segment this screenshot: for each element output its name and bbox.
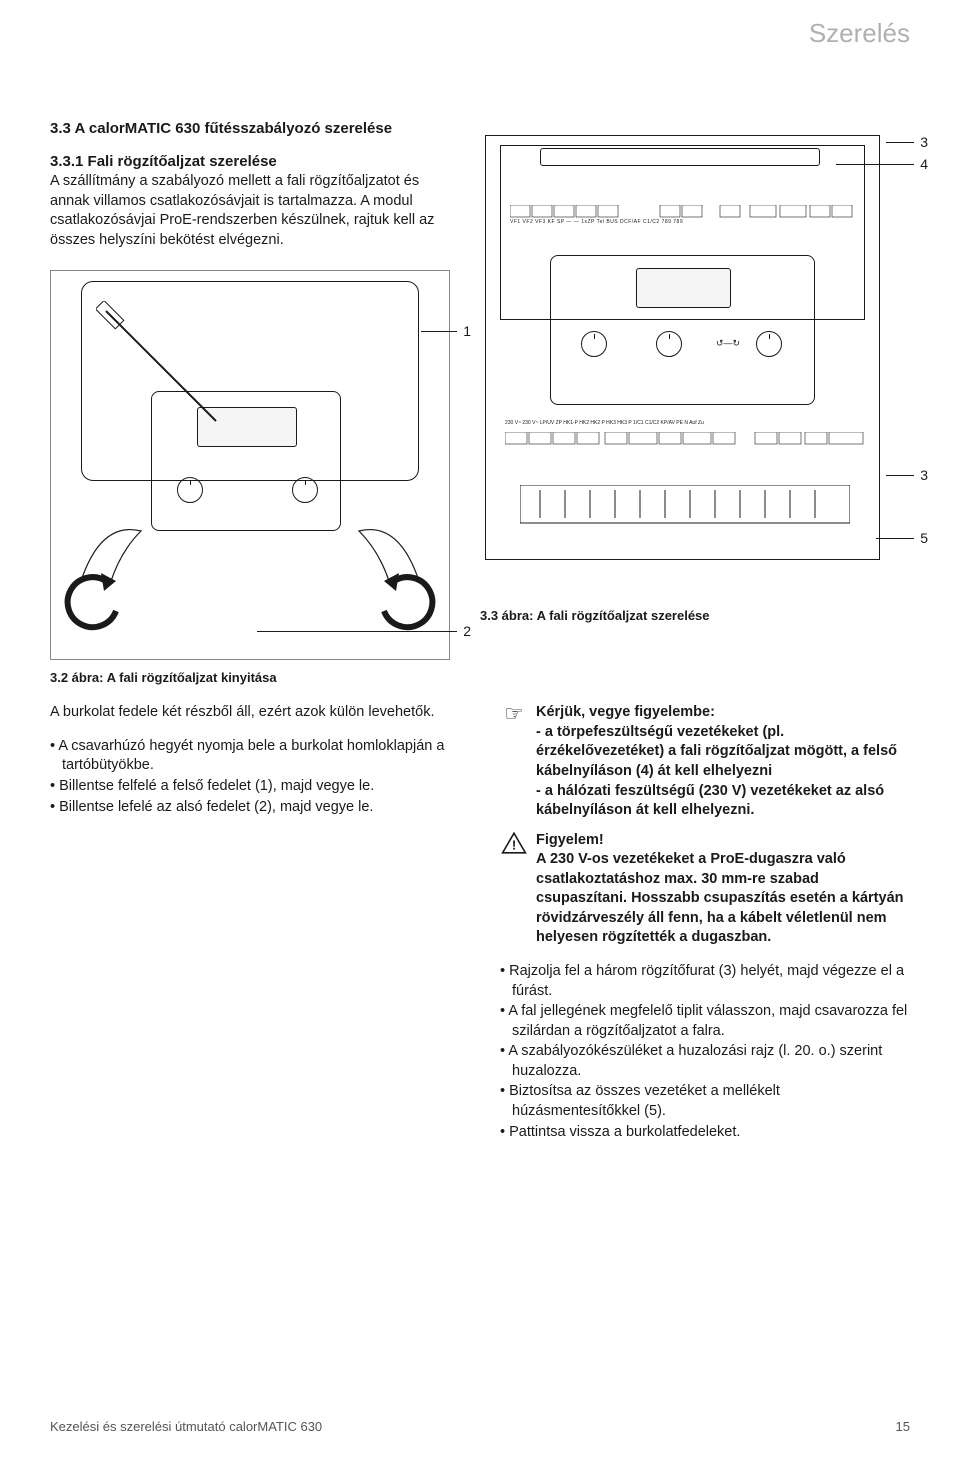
fig32-callout-2: 2 [463, 623, 471, 639]
page-footer: Kezelési és szerelési útmutató calorMATI… [50, 1419, 910, 1434]
left-bullets: A csavarhúzó hegyét nyomja bele a burkol… [50, 737, 460, 817]
note-title: Kérjük, vegye figyelembe: [536, 703, 910, 723]
note-block: ☞ Kérjük, vegye figyelembe: - a törpefes… [500, 703, 910, 820]
section-title: 3.3 A calorMATIC 630 fűtésszabályozó sze… [50, 120, 450, 137]
fig32-callout-1: 1 [463, 323, 471, 339]
left-column: A burkolat fedele két részből áll, ezért… [50, 703, 460, 1143]
two-column-body: A burkolat fedele két részből áll, ezért… [50, 703, 910, 1143]
hand-point-icon: ☞ [500, 703, 528, 725]
fig33-callout-4: 4 [920, 156, 928, 172]
figure-3-2-diagram: 1 2 [50, 270, 450, 660]
top-content-row: 3.3 A calorMATIC 630 fűtésszabályozó sze… [50, 120, 910, 685]
intro-paragraph: A szállítmány a szabályozó mellett a fal… [50, 172, 450, 250]
intro-text-block: 3.3 A calorMATIC 630 fűtésszabályozó sze… [50, 120, 450, 685]
right-s2: A fal jellegének megfelelő tiplit válass… [500, 1002, 910, 1041]
figure-3-3-diagram: VF1 VF2 VF3 KF SP — — 1xZP Tel BUS DCF/A… [480, 120, 910, 590]
left-b2: Billentse felfelé a felső fedelet (1), m… [50, 777, 460, 797]
arrow-indicator-icon: ↺—↻ [716, 338, 740, 349]
fig33-callout-3b: 3 [920, 467, 928, 483]
terminal-row-bottom-icon [505, 432, 865, 446]
warn-title: Figyelem! [536, 831, 910, 851]
subsection-title: 3.3.1 Fali rögzítőaljzat szerelése [50, 153, 450, 170]
strain-relief-row-icon [520, 485, 850, 525]
note-b1: - a törpefeszültségű vezetékeket (pl. ér… [536, 723, 910, 782]
screwdriver-icon [96, 301, 246, 441]
fig33-top-terminal-labels: VF1 VF2 VF3 KF SP — — 1xZP Tel BUS DCF/A… [510, 219, 683, 225]
footer-doc-title: Kezelési és szerelési útmutató calorMATI… [50, 1419, 322, 1434]
right-column: ☞ Kérjük, vegye figyelembe: - a törpefes… [500, 703, 910, 1143]
figure-3-3-wrapper: VF1 VF2 VF3 KF SP — — 1xZP Tel BUS DCF/A… [480, 120, 910, 685]
page: Szerelés 3.3 A calorMATIC 630 fűtésszabá… [0, 0, 960, 1460]
right-steps: Rajzolja fel a három rögzítőfurat (3) he… [500, 962, 910, 1142]
left-b3: Billentse lefelé az alsó fedelet (2), ma… [50, 798, 460, 818]
right-s3: A szabályozókészüléket a huzalozási rajz… [500, 1042, 910, 1081]
left-p1: A burkolat fedele két részből áll, ezért… [50, 703, 460, 723]
arrow-rotate-right-icon [374, 571, 444, 631]
left-b1: A csavarhúzó hegyét nyomja bele a burkol… [50, 737, 460, 776]
warning-triangle-icon: ! [500, 831, 528, 859]
svg-text:!: ! [512, 837, 516, 852]
fig33-bottom-terminal-labels: 230 V~ 230 V~ LP/UV ZP HK1-P HK2 HK2 P H… [505, 420, 704, 426]
warning-block: ! Figyelem! A 230 V-os vezetékeket a Pro… [500, 831, 910, 948]
fig33-callout-5: 5 [920, 530, 928, 546]
fig33-caption: 3.3 ábra: A fali rögzítőaljzat szerelése [480, 608, 910, 623]
header-category: Szerelés [809, 18, 910, 49]
fig32-caption: 3.2 ábra: A fali rögzítőaljzat kinyitása [50, 670, 450, 685]
right-s4: Biztosítsa az összes vezetéket a melléke… [500, 1082, 910, 1121]
arrow-rotate-left-icon [56, 571, 126, 631]
fig33-callout-3a: 3 [920, 134, 928, 150]
right-s5: Pattintsa vissza a burkolatfedeleket. [500, 1123, 910, 1143]
warn-text: A 230 V-os vezetékeket a ProE-dugaszra v… [536, 850, 910, 948]
footer-page-number: 15 [896, 1419, 910, 1434]
right-s1: Rajzolja fel a három rögzítőfurat (3) he… [500, 962, 910, 1001]
note-b2: - a hálózati feszültségű (230 V) vezeték… [536, 782, 910, 821]
